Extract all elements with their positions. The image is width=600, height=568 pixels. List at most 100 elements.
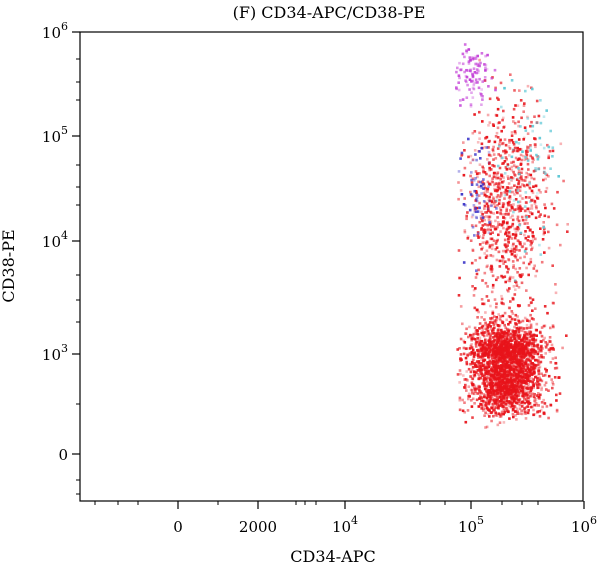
- data-point: [530, 248, 533, 251]
- y-tick-exponent: 4: [61, 229, 68, 242]
- data-point: [489, 267, 493, 271]
- data-point: [519, 341, 523, 345]
- data-point: [482, 191, 486, 195]
- data-point: [519, 339, 523, 342]
- data-point: [526, 357, 529, 361]
- data-point: [465, 360, 468, 364]
- data-point: [471, 177, 475, 180]
- data-point: [532, 343, 536, 347]
- data-point: [516, 104, 520, 107]
- data-point: [490, 385, 494, 388]
- data-point: [549, 167, 552, 170]
- data-point: [496, 176, 500, 180]
- data-point: [536, 377, 539, 380]
- data-point: [485, 376, 489, 379]
- y-tick-base: 10: [42, 346, 61, 364]
- data-point: [473, 371, 477, 375]
- data-point: [491, 405, 495, 408]
- data-point: [490, 270, 494, 273]
- data-point: [514, 410, 517, 413]
- x-tick-base: 10: [332, 518, 351, 536]
- data-point: [511, 379, 515, 382]
- data-point: [517, 200, 520, 204]
- data-point: [547, 145, 551, 149]
- data-point: [475, 158, 478, 162]
- data-point: [495, 114, 499, 117]
- data-point: [496, 360, 499, 364]
- data-point: [512, 385, 516, 389]
- data-point: [545, 405, 549, 408]
- data-point: [508, 362, 511, 365]
- data-point: [501, 222, 505, 226]
- data-point: [526, 183, 529, 187]
- data-point: [461, 98, 465, 101]
- data-point: [491, 149, 495, 153]
- data-point: [532, 383, 536, 386]
- data-point: [486, 228, 489, 232]
- data-point: [471, 391, 474, 394]
- data-point: [492, 365, 495, 369]
- data-point: [481, 328, 484, 332]
- data-point: [456, 373, 460, 376]
- data-point: [534, 167, 537, 170]
- data-point: [488, 415, 491, 418]
- data-point: [518, 267, 522, 270]
- data-point: [521, 351, 525, 354]
- data-point: [539, 393, 542, 397]
- data-point: [490, 193, 493, 196]
- data-point: [502, 396, 506, 400]
- data-point: [524, 410, 527, 413]
- data-point: [528, 182, 531, 185]
- data-point: [496, 276, 500, 279]
- data-point: [520, 401, 523, 404]
- data-point: [489, 304, 492, 308]
- data-point: [510, 399, 513, 403]
- data-point: [534, 350, 537, 353]
- data-point: [526, 117, 530, 120]
- data-point: [527, 273, 530, 277]
- data-point: [491, 395, 495, 399]
- data-point: [489, 343, 493, 347]
- data-point: [528, 375, 531, 379]
- data-point: [507, 241, 510, 244]
- data-point: [539, 213, 542, 216]
- data-point: [519, 359, 522, 362]
- data-point: [488, 340, 491, 344]
- data-point: [518, 335, 522, 338]
- data-point: [499, 339, 502, 342]
- data-point: [503, 390, 507, 394]
- data-point: [524, 369, 527, 373]
- data-point: [546, 342, 550, 345]
- data-point: [508, 382, 512, 386]
- data-point: [501, 314, 505, 318]
- data-point: [554, 356, 557, 360]
- data-point: [484, 377, 487, 381]
- data-point: [506, 337, 509, 341]
- data-point: [503, 125, 506, 129]
- data-point: [470, 91, 473, 94]
- data-point: [536, 383, 539, 387]
- y-tick-label: 0: [58, 446, 68, 464]
- data-point: [519, 383, 522, 386]
- data-point: [521, 273, 524, 276]
- data-point: [512, 394, 516, 397]
- data-point: [518, 412, 522, 415]
- data-point: [515, 284, 519, 287]
- data-point: [506, 395, 509, 399]
- data-point: [512, 199, 516, 202]
- y-tick-base: 10: [42, 24, 61, 42]
- data-point: [514, 373, 517, 377]
- data-point: [536, 411, 539, 414]
- data-point: [510, 176, 513, 179]
- data-point: [531, 160, 534, 164]
- data-point: [512, 336, 516, 339]
- data-point: [520, 357, 523, 361]
- data-point: [494, 86, 497, 90]
- data-point: [495, 414, 499, 417]
- data-point: [511, 233, 515, 236]
- data-point: [506, 379, 509, 383]
- data-point: [469, 103, 473, 106]
- data-point: [466, 211, 469, 214]
- data-point: [492, 315, 496, 318]
- data-point: [506, 244, 509, 247]
